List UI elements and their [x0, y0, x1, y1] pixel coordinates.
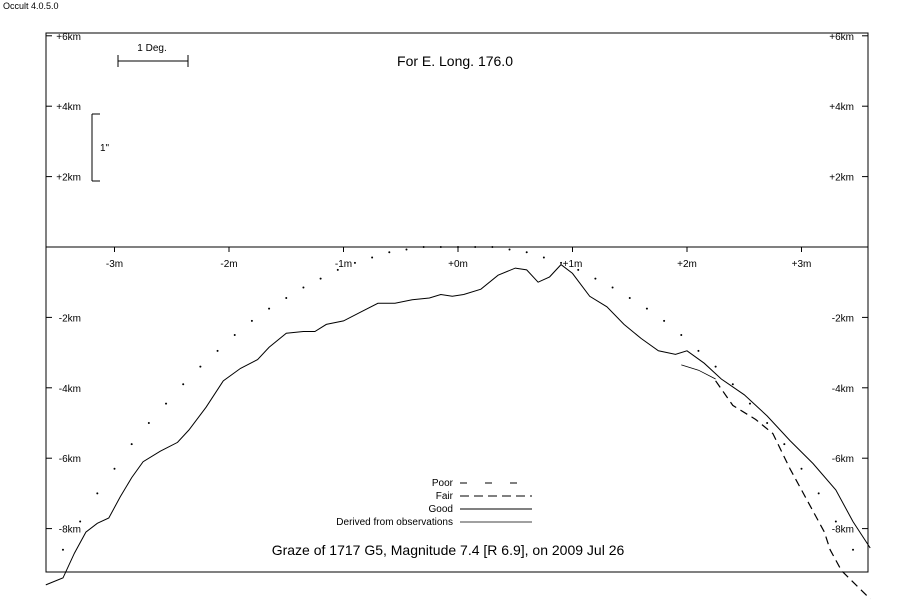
limb-dot: [439, 246, 442, 248]
y-tick-label-left: -2km: [59, 313, 81, 324]
limb-dot: [491, 246, 494, 248]
app-title: Occult 4.0.5.0: [3, 1, 59, 11]
limb-dot: [680, 334, 683, 336]
limb-dot: [250, 319, 253, 322]
limb-dot: [560, 261, 563, 264]
scale-bar-horizontal: 1 Deg.: [117, 43, 189, 67]
y-tick-label-left: +2km: [56, 173, 81, 184]
limb-dot: [800, 467, 803, 470]
limb-dot: [474, 246, 477, 248]
limb-dot: [130, 443, 133, 446]
limb-dot: [336, 268, 339, 271]
y-tick-label-left: +4km: [56, 102, 81, 113]
series-layer: [45, 246, 871, 600]
y-tick-label-left: +6km: [56, 32, 81, 43]
limb-dot: [147, 422, 150, 424]
x-tick-label: -2m: [220, 259, 237, 270]
limb-dot: [353, 261, 356, 264]
limb-dot: [663, 319, 666, 322]
limb-dot: [405, 248, 408, 251]
legend-label-good: Good: [429, 504, 453, 515]
limb-dot: [113, 467, 116, 470]
x-tick-label: -3m: [106, 259, 123, 270]
limb-dot: [783, 443, 786, 446]
y-tick-label-right: -2km: [832, 313, 854, 324]
limb-dot: [834, 520, 837, 523]
plot-frame: [45, 32, 869, 573]
legend: Poor Fair Good Derived from observations: [336, 478, 532, 528]
limb-dot: [748, 402, 751, 405]
y-tick-label-right: -8km: [832, 525, 854, 536]
limb-dot: [628, 297, 631, 300]
y-tick-label-right: -4km: [832, 384, 854, 395]
axes: [45, 32, 869, 573]
limb-dot: [165, 402, 168, 405]
profile-line-fair: [715, 380, 871, 600]
y-tick-label-right: -6km: [832, 454, 854, 465]
limb-dot: [852, 548, 855, 551]
limb-dot: [199, 365, 202, 368]
limb-dot: [508, 248, 511, 251]
y-tick-label-left: -4km: [59, 384, 81, 395]
limb-dot: [388, 251, 391, 254]
limb-dot: [268, 307, 271, 310]
limb-dot: [525, 251, 528, 254]
scale-bar-vertical: 1": [91, 113, 110, 182]
x-tick-label: -1m: [335, 259, 352, 270]
x-tick-label: +3m: [792, 259, 812, 270]
profile-line-derived: [681, 364, 716, 380]
limb-dot: [697, 349, 700, 352]
limb-dot: [61, 548, 64, 551]
limb-dot: [731, 383, 734, 386]
legend-label-fair: Fair: [436, 491, 454, 502]
limb-dot: [645, 307, 648, 310]
limb-dot: [766, 422, 769, 424]
x-tick-label: +1m: [563, 259, 583, 270]
chart-title: Graze of 1717 G5, Magnitude 7.4 [R 6.9],…: [272, 542, 625, 558]
legend-label-poor: Poor: [432, 478, 454, 489]
limb-profile-dots: [61, 246, 855, 551]
limb-dot: [371, 256, 374, 259]
limb-dot: [611, 286, 614, 289]
limb-dot: [319, 277, 322, 280]
y-tick-label-right: +6km: [829, 32, 854, 43]
y-tick-label-right: +4km: [829, 102, 854, 113]
limb-dot: [457, 246, 459, 248]
limb-dot: [714, 365, 717, 368]
y-tick-label-right: +2km: [829, 173, 854, 184]
x-tick-label: +2m: [677, 259, 697, 270]
limb-dot: [577, 268, 580, 271]
chart-subtitle: For E. Long. 176.0: [397, 53, 513, 69]
tick-marks: -3m -2m -1m +0m +1m +2m +3m +6km +6km +4km +4km +2k…: [46, 32, 868, 536]
limb-dot: [594, 277, 597, 280]
limb-dot: [216, 349, 219, 352]
limb-dot: [285, 297, 288, 300]
limb-dot: [233, 334, 236, 336]
y-tick-label-left: -6km: [59, 454, 81, 465]
limb-dot: [817, 492, 820, 495]
y-tick-label-left: -8km: [59, 525, 81, 536]
limb-dot: [542, 256, 545, 259]
scale-bar-vertical-label: 1": [100, 143, 110, 154]
limb-dot: [96, 492, 99, 495]
limb-dot: [422, 246, 425, 248]
legend-label-derived: Derived from observations: [336, 517, 453, 528]
scale-bar-horizontal-label: 1 Deg.: [137, 43, 166, 54]
limb-dot: [79, 520, 82, 523]
profile-line-good: [45, 263, 871, 586]
limb-dot: [182, 383, 185, 386]
limb-dot: [302, 286, 305, 289]
x-tick-label: +0m: [448, 259, 468, 270]
